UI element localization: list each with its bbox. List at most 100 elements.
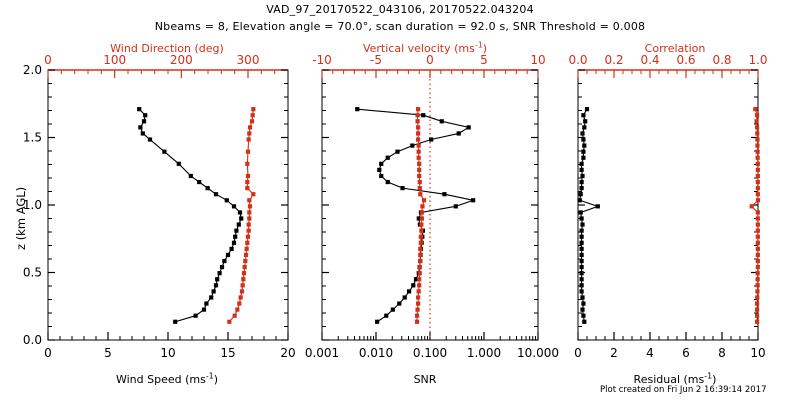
series-marker xyxy=(753,107,758,112)
series-marker xyxy=(755,137,760,142)
series-marker xyxy=(232,313,237,318)
series-marker xyxy=(397,301,402,306)
series-marker xyxy=(417,167,422,172)
x-tick-label-bottom: 10.000 xyxy=(517,346,559,360)
y-tick-label: 0.5 xyxy=(23,266,42,280)
series-marker xyxy=(176,161,181,166)
x-tick-label-top: 10 xyxy=(530,53,545,67)
series-marker xyxy=(582,143,587,148)
series-marker xyxy=(755,173,760,179)
series-marker xyxy=(755,155,760,160)
panel-snr-bottom-axis-label: SNR xyxy=(413,373,437,386)
series-marker xyxy=(249,119,255,124)
series-marker xyxy=(439,119,444,124)
x-tick-label-top: 1.0 xyxy=(748,53,767,67)
series-marker xyxy=(582,319,587,324)
series-marker xyxy=(456,131,461,136)
series-marker xyxy=(247,210,252,215)
x-tick-label-top: 0 xyxy=(44,53,52,67)
x-tick-label-top: 0.8 xyxy=(712,53,731,67)
series-marker xyxy=(419,228,424,233)
series-marker xyxy=(579,228,584,233)
series-marker xyxy=(229,246,234,251)
figure-subtitle: Nbeams = 8, Elevation angle = 70.0°, sca… xyxy=(154,20,646,33)
x-tick-label-bottom: 0 xyxy=(574,346,582,360)
series-marker xyxy=(227,319,232,324)
series-marker xyxy=(245,149,251,154)
series-marker xyxy=(418,192,423,197)
series-marker xyxy=(580,295,585,300)
series-marker xyxy=(416,125,421,130)
series-marker xyxy=(579,289,584,294)
series-marker xyxy=(209,295,214,300)
series-marker xyxy=(749,204,754,209)
series-marker xyxy=(580,222,585,227)
series-marker xyxy=(250,113,255,118)
series-marker xyxy=(579,161,584,166)
series-marker xyxy=(162,149,167,154)
series-marker xyxy=(579,277,584,282)
series-marker xyxy=(579,216,584,221)
series-marker xyxy=(235,307,240,312)
x-tick-label-top: 200 xyxy=(170,53,193,67)
series-marker xyxy=(417,265,422,270)
series-marker xyxy=(247,204,253,209)
series-marker xyxy=(173,319,178,324)
series-marker xyxy=(233,234,238,239)
x-tick-label-top: 0.6 xyxy=(676,53,695,67)
series-marker xyxy=(222,258,227,264)
series-marker xyxy=(418,246,423,251)
series-marker xyxy=(579,258,584,264)
series-marker xyxy=(579,186,584,191)
series-marker xyxy=(421,113,426,118)
series-marker xyxy=(237,301,242,306)
x-tick-label-bottom: 2 xyxy=(610,346,618,360)
series-marker xyxy=(137,107,142,112)
series-marker xyxy=(755,258,760,264)
panel-residual-bottom-axis-label: Residual (ms-1) xyxy=(633,371,717,386)
series-marker xyxy=(755,295,760,300)
series-marker xyxy=(579,240,584,245)
series-marker xyxy=(147,137,153,142)
series-marker xyxy=(453,204,458,209)
series-line xyxy=(138,108,242,323)
series-marker xyxy=(247,216,252,221)
series-marker xyxy=(415,307,420,312)
series-marker xyxy=(755,222,760,227)
series-marker xyxy=(755,143,760,148)
series-marker xyxy=(416,137,421,142)
series-marker xyxy=(244,246,249,251)
series-marker xyxy=(225,252,231,258)
series-marker xyxy=(197,179,202,185)
series-marker xyxy=(205,186,210,191)
series-marker xyxy=(231,204,237,209)
series-marker xyxy=(579,265,584,270)
series-marker xyxy=(755,131,760,136)
series-marker xyxy=(141,119,147,124)
series-marker xyxy=(577,198,582,203)
series-marker xyxy=(755,246,760,251)
panel-wind-bottom-axis-label: Wind Speed (ms-1) xyxy=(115,371,219,386)
series-marker xyxy=(245,179,250,185)
series-marker xyxy=(579,234,584,239)
x-tick-label-top: 100 xyxy=(103,53,126,67)
series-marker xyxy=(379,173,384,179)
series-marker xyxy=(755,167,760,172)
x-tick-label-top: -5 xyxy=(370,53,382,67)
x-tick-label-top: -10 xyxy=(312,53,332,67)
panel-wind-top-axis-label: Wind Direction (deg) xyxy=(110,42,224,55)
series-marker xyxy=(237,210,243,215)
series-marker xyxy=(236,222,241,227)
series-marker xyxy=(466,125,471,130)
x-tick-label-bottom: 4 xyxy=(646,346,654,360)
series-marker xyxy=(251,192,256,197)
series-marker xyxy=(417,271,422,276)
series-marker xyxy=(239,289,245,294)
series-marker xyxy=(143,113,148,118)
series-marker xyxy=(755,161,760,166)
y-tick-label: 1.5 xyxy=(23,131,42,145)
series-marker xyxy=(582,125,587,130)
series-marker xyxy=(581,301,586,306)
series-marker xyxy=(581,155,586,160)
series-marker xyxy=(379,161,384,166)
